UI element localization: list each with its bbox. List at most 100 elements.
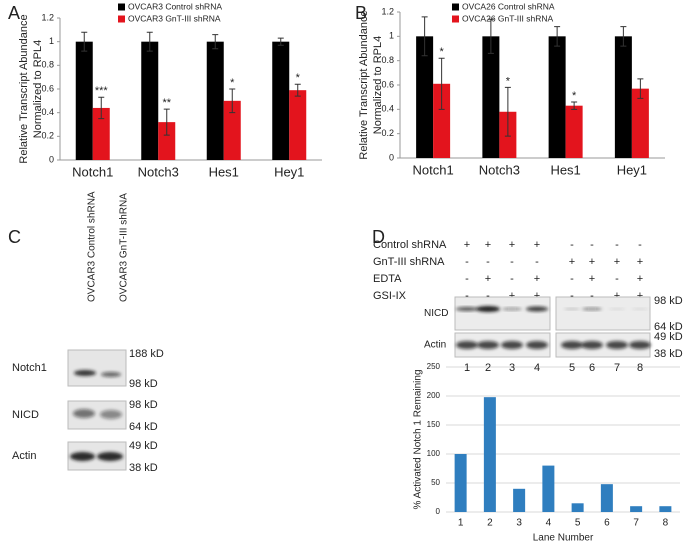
- significance: *: [572, 90, 577, 102]
- legend-swatch: [118, 15, 125, 23]
- x-axis-label: Lane Number: [533, 533, 594, 544]
- x-tick-label: 4: [546, 518, 552, 529]
- significance: **: [162, 97, 171, 109]
- bar: [75, 41, 93, 160]
- marker-label: 38 kD: [129, 462, 158, 474]
- condition-sign: +: [569, 256, 575, 268]
- condition-sign: +: [534, 273, 540, 285]
- error-bar: [554, 26, 561, 47]
- error-bar: [294, 83, 301, 97]
- y-tick-label: 0.8: [41, 60, 54, 70]
- y-tick-label: 250: [427, 362, 441, 371]
- blot-band: [526, 306, 548, 312]
- blot: [67, 349, 127, 387]
- x-tick-label: Notch3: [138, 164, 179, 179]
- condition-sign: -: [486, 256, 490, 268]
- x-tick-label: 7: [633, 518, 639, 529]
- lane-number: 7: [614, 362, 620, 374]
- blot-band: [526, 341, 548, 349]
- blot-band: [456, 341, 478, 349]
- y-tick-label: 1: [389, 31, 394, 41]
- marker-label: 98 kD: [129, 378, 158, 390]
- x-tick-label: Hes1: [550, 162, 580, 177]
- legend-swatch: [452, 15, 459, 23]
- condition-label: GnT-III shRNA: [373, 256, 445, 268]
- blot-band: [582, 307, 602, 311]
- y-tick-label: 0.8: [381, 55, 394, 65]
- condition-sign: +: [589, 273, 595, 285]
- bar: [289, 90, 307, 160]
- y-tick-label: 200: [427, 391, 441, 400]
- x-tick-label: Hey1: [617, 162, 647, 177]
- y-axis-label: Normalized to RPL4: [32, 40, 44, 138]
- blot-band: [629, 341, 651, 349]
- condition-sign: +: [637, 290, 643, 302]
- significance: *: [506, 75, 511, 87]
- y-tick-label: 0.6: [41, 83, 54, 93]
- blot-band: [101, 372, 121, 377]
- bar: [565, 105, 583, 158]
- panel-letter: A: [8, 3, 20, 23]
- y-tick-label: 100: [427, 449, 441, 458]
- error-bar: [438, 57, 445, 110]
- condition-sign: +: [637, 273, 643, 285]
- row-label: Actin: [424, 340, 446, 351]
- blot-band: [456, 307, 478, 311]
- condition-sign: +: [464, 239, 470, 251]
- legend-label: OVCA26 GnT-III shRNA: [462, 13, 553, 23]
- marker-label: 188 kD: [129, 348, 164, 360]
- lane-number: 3: [509, 362, 515, 374]
- x-tick-label: Hey1: [274, 164, 304, 179]
- condition-sign: -: [510, 273, 514, 285]
- x-tick-label: 2: [487, 518, 493, 529]
- blot-band: [477, 341, 499, 349]
- bar: [454, 454, 467, 512]
- lane-number: 2: [485, 362, 491, 374]
- x-tick-label: 8: [663, 518, 669, 529]
- marker-label: 98 kD: [129, 399, 158, 411]
- blot-band: [100, 410, 122, 419]
- x-tick-label: 5: [575, 518, 581, 529]
- bar: [272, 41, 290, 160]
- condition-sign: -: [590, 239, 594, 251]
- y-tick-label: 50: [431, 478, 440, 487]
- bar: [483, 397, 496, 512]
- bar: [600, 484, 613, 512]
- error-bar: [637, 78, 644, 99]
- y-tick-label: 0: [49, 154, 54, 164]
- condition-sign: -: [570, 273, 574, 285]
- condition-sign: +: [614, 256, 620, 268]
- row-label: Actin: [12, 450, 36, 462]
- condition-label: Control shRNA: [373, 239, 447, 251]
- condition-sign: -: [590, 290, 594, 302]
- condition-sign: -: [570, 290, 574, 302]
- condition-sign: +: [485, 239, 491, 251]
- condition-sign: -: [535, 256, 539, 268]
- lane-number: 8: [637, 362, 643, 374]
- blot-band: [632, 308, 648, 310]
- error-bar: [277, 37, 284, 46]
- bar: [513, 488, 526, 512]
- condition-sign: -: [465, 273, 469, 285]
- error-bar: [421, 16, 428, 57]
- condition-sign: -: [465, 256, 469, 268]
- condition-sign: +: [509, 290, 515, 302]
- condition-sign: -: [615, 239, 619, 251]
- bar: [659, 506, 672, 512]
- y-tick-label: 0: [436, 507, 441, 516]
- y-tick-label: 1.2: [381, 6, 394, 16]
- legend-label: OVCAR3 Control shRNA: [128, 1, 222, 11]
- marker-label: 64 kD: [129, 421, 158, 433]
- blot-band: [561, 341, 583, 349]
- bar: [416, 36, 434, 159]
- condition-sign: +: [534, 290, 540, 302]
- bar: [158, 122, 176, 160]
- condition-sign: +: [589, 256, 595, 268]
- condition-sign: -: [615, 273, 619, 285]
- marker-label: 38 kD: [654, 348, 683, 360]
- condition-sign: +: [637, 256, 643, 268]
- y-tick-label: 0.2: [381, 128, 394, 138]
- error-bar: [98, 96, 105, 120]
- bar: [482, 36, 500, 159]
